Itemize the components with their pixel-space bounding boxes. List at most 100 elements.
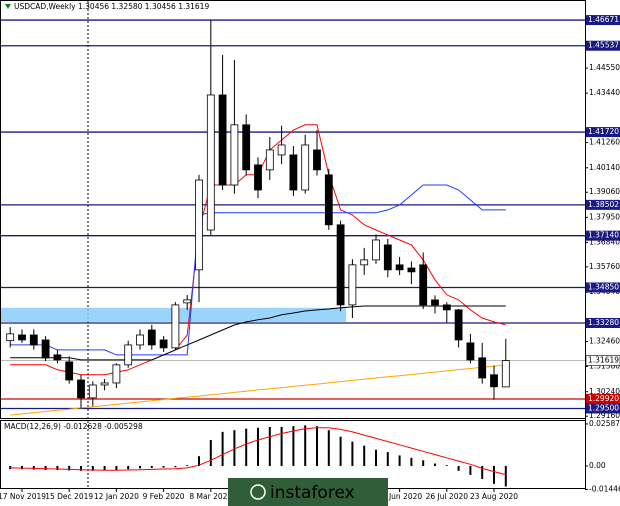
candle-body (18, 334, 26, 341)
level-label-box (586, 127, 620, 138)
back-layer (1, 0, 588, 492)
candle-body (112, 364, 121, 384)
candle-body (395, 264, 404, 271)
x-tick-label: 28 Jun 2020 (377, 492, 422, 501)
candle-body (254, 164, 262, 191)
watermark: instaforex (270, 483, 355, 503)
macd-tick-label: -0.014462 (589, 484, 620, 493)
candle-body (407, 267, 416, 273)
y-tick-label: 1.29160 (589, 411, 620, 420)
watermark-box (228, 478, 388, 506)
y-tick-label: 1.39060 (589, 187, 620, 196)
candle-body (88, 384, 97, 399)
y-tick-label: 1.32460 (589, 337, 620, 346)
watermark-icon (250, 484, 266, 500)
x-tick-label: 23 Aug 2020 (470, 492, 518, 501)
candle-body (218, 94, 227, 186)
candle-body (206, 94, 215, 231)
current-price-box (585, 355, 620, 366)
candle-body (53, 354, 62, 361)
candle-body (265, 149, 274, 171)
watermark-layer: instaforex (228, 478, 388, 506)
level-label: 1.46671 (588, 15, 619, 24)
level-label: 1.33280 (588, 318, 619, 327)
chart-title: USDCAD,Weekly 1.30456 1.32580 1.30456 1.… (14, 2, 209, 11)
candle-body (100, 382, 109, 386)
candle-body (372, 239, 380, 261)
x-tick-label: 8 Mar 2020 (189, 492, 232, 501)
x-tick-label: 17 Nov 2019 (0, 492, 46, 501)
macd-tick-label: 0.00 (589, 461, 606, 470)
level-label-box (586, 230, 620, 241)
candle-body (277, 144, 286, 156)
macd-label: MACD(12,26,9) -0.012628 -0.005298 (4, 422, 143, 431)
candle-body (419, 264, 428, 306)
x-tick-label: 12 Jan 2020 (94, 492, 139, 501)
candle-body (501, 360, 510, 388)
title-icon (5, 4, 11, 9)
candle-body (195, 179, 203, 271)
indicator-line (10, 184, 506, 356)
x-tick-label: 26 Jul 2020 (426, 492, 469, 501)
candle-body (478, 357, 487, 379)
level-label: 1.41720 (588, 127, 619, 136)
candle-body (65, 361, 74, 381)
y-tick-label: 1.37950 (589, 212, 620, 221)
candle-body (147, 329, 156, 346)
candle-body (383, 244, 392, 271)
level-label: 1.38502 (588, 200, 619, 209)
current-price-label: 1.31619 (588, 356, 619, 365)
level-label-box (586, 15, 620, 26)
candle-body (124, 344, 133, 366)
candle-body (289, 154, 298, 191)
y-tick-label: 1.40140 (589, 163, 620, 172)
candle-body (360, 259, 369, 266)
y-tick-label: 1.43440 (589, 88, 620, 97)
x-tick-label: 9 Feb 2020 (143, 492, 185, 501)
y-tick-label: 1.35760 (589, 262, 620, 271)
candle-body (490, 374, 498, 388)
level-label-box (586, 199, 620, 210)
y-tick-label: 1.44550 (589, 63, 620, 72)
level-label: 1.29920 (588, 394, 619, 403)
candle-body (230, 124, 239, 186)
level-label-box (586, 317, 620, 328)
candle-body (77, 379, 85, 399)
candle-body (159, 339, 168, 349)
candle-body (242, 124, 251, 171)
y-tick-label: 1.36840 (589, 237, 620, 246)
candle-body (29, 334, 38, 346)
candle-body (431, 299, 439, 306)
indicator-line (10, 364, 506, 416)
candle-body (454, 309, 463, 341)
y-tick-label: 1.31360 (589, 361, 620, 370)
candle-body (41, 339, 50, 359)
x-tick-label: 15 Dec 2019 (45, 492, 93, 501)
macd-tick-label: 0.02587 (589, 419, 620, 428)
candle-body (136, 334, 144, 346)
candle-body (442, 304, 451, 311)
level-label-box (586, 393, 620, 404)
level-label: 1.29500 (588, 403, 619, 412)
macd-signal (10, 427, 506, 476)
level-label-box (586, 403, 620, 414)
candle-body (348, 264, 357, 306)
level-label: 1.45537 (588, 41, 619, 50)
candle-body (301, 144, 310, 191)
candle-body (313, 149, 321, 171)
level-label-box (586, 40, 620, 51)
y-tick-label: 1.30240 (589, 387, 620, 396)
candle-body (171, 304, 180, 349)
candle-body (324, 174, 333, 226)
candle-body (183, 299, 192, 304)
candle-body (6, 333, 15, 342)
level-label: 1.34850 (588, 282, 619, 291)
level-label-box (586, 282, 620, 293)
candle-body (336, 224, 345, 306)
front-layer: 1.44550 1.43440 1.41260 1.40140 1.39060 1.379… (0, 15, 620, 501)
candle-body (466, 342, 475, 361)
level-label: 1.37140 (588, 231, 619, 240)
y-tick-label: 1.41260 (589, 137, 620, 146)
